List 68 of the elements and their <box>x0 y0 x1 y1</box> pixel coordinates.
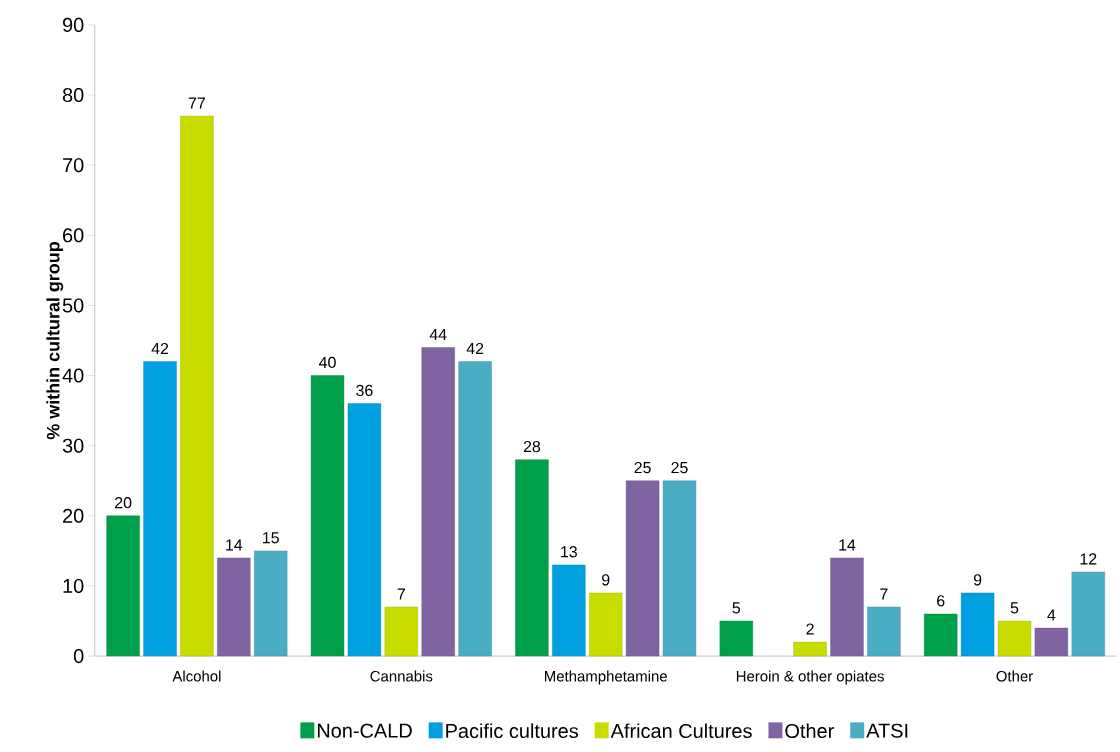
legend-label: Other <box>785 723 834 739</box>
data-label: 4 <box>1047 609 1056 621</box>
legend-label: African Cultures <box>610 723 752 739</box>
data-label: 6 <box>937 595 945 607</box>
y-tick-label: 0 <box>73 649 84 664</box>
y-tick-label: 10 <box>63 578 84 594</box>
data-label: 25 <box>634 462 651 474</box>
y-tick-label: 20 <box>63 508 84 523</box>
bar <box>830 557 864 657</box>
data-label: 2 <box>806 623 814 635</box>
bar <box>217 557 251 657</box>
legend-label: Pacific cultures <box>446 723 578 739</box>
data-label: 5 <box>1010 602 1019 614</box>
data-label: 42 <box>466 342 484 355</box>
data-label: 40 <box>319 356 336 369</box>
y-tick-label: 50 <box>62 298 84 313</box>
data-label: 36 <box>356 384 373 397</box>
data-label: 13 <box>561 546 577 558</box>
y-tick-label: 70 <box>63 158 84 173</box>
data-label: 15 <box>263 532 279 544</box>
bar <box>143 361 177 657</box>
data-label: 7 <box>397 588 405 600</box>
data-label: 9 <box>973 574 982 586</box>
x-tick-label: Methamphetamine <box>544 670 667 685</box>
bar <box>867 606 901 657</box>
bar <box>515 459 549 657</box>
data-label: 44 <box>429 329 447 341</box>
y-tick-label: 60 <box>63 228 84 243</box>
bar <box>625 480 660 657</box>
y-tick-label: 90 <box>62 17 84 33</box>
x-tick-label: Cannabis <box>370 670 433 682</box>
bar <box>997 620 1032 657</box>
x-tick-label: Heroin & other opiates <box>736 670 884 685</box>
bar <box>106 515 140 657</box>
bar <box>960 592 995 657</box>
data-label: 25 <box>671 462 688 474</box>
bar <box>1071 571 1105 657</box>
bar <box>384 606 418 657</box>
bar <box>793 641 827 657</box>
data-label: 20 <box>115 497 132 509</box>
x-tick-label: Alcohol <box>172 670 221 682</box>
bar <box>421 347 455 657</box>
x-tick-label: Other <box>996 670 1033 682</box>
data-label: 5 <box>732 602 741 614</box>
bar <box>458 361 492 657</box>
bar <box>310 375 345 657</box>
bar <box>180 115 214 657</box>
bar <box>589 592 623 657</box>
data-label: 9 <box>602 574 610 586</box>
data-label: 7 <box>880 588 888 600</box>
bar <box>1034 627 1069 657</box>
legend-label: ATSI <box>866 723 908 738</box>
data-label: 12 <box>1080 553 1097 565</box>
data-label: 28 <box>523 441 541 453</box>
bar <box>552 564 586 657</box>
bar <box>347 403 382 657</box>
bar <box>254 550 288 657</box>
data-label: 77 <box>188 97 205 109</box>
bar <box>924 613 958 657</box>
y-tick-label: 30 <box>62 438 84 453</box>
bar <box>719 620 753 657</box>
legend-label: Non-CALD <box>317 723 412 738</box>
data-label: 14 <box>226 539 243 551</box>
y-tick-label: 80 <box>62 88 84 103</box>
y-tick-label: 40 <box>62 368 84 383</box>
data-label: 14 <box>839 539 856 551</box>
data-label: 42 <box>151 342 169 355</box>
bar <box>662 480 697 657</box>
